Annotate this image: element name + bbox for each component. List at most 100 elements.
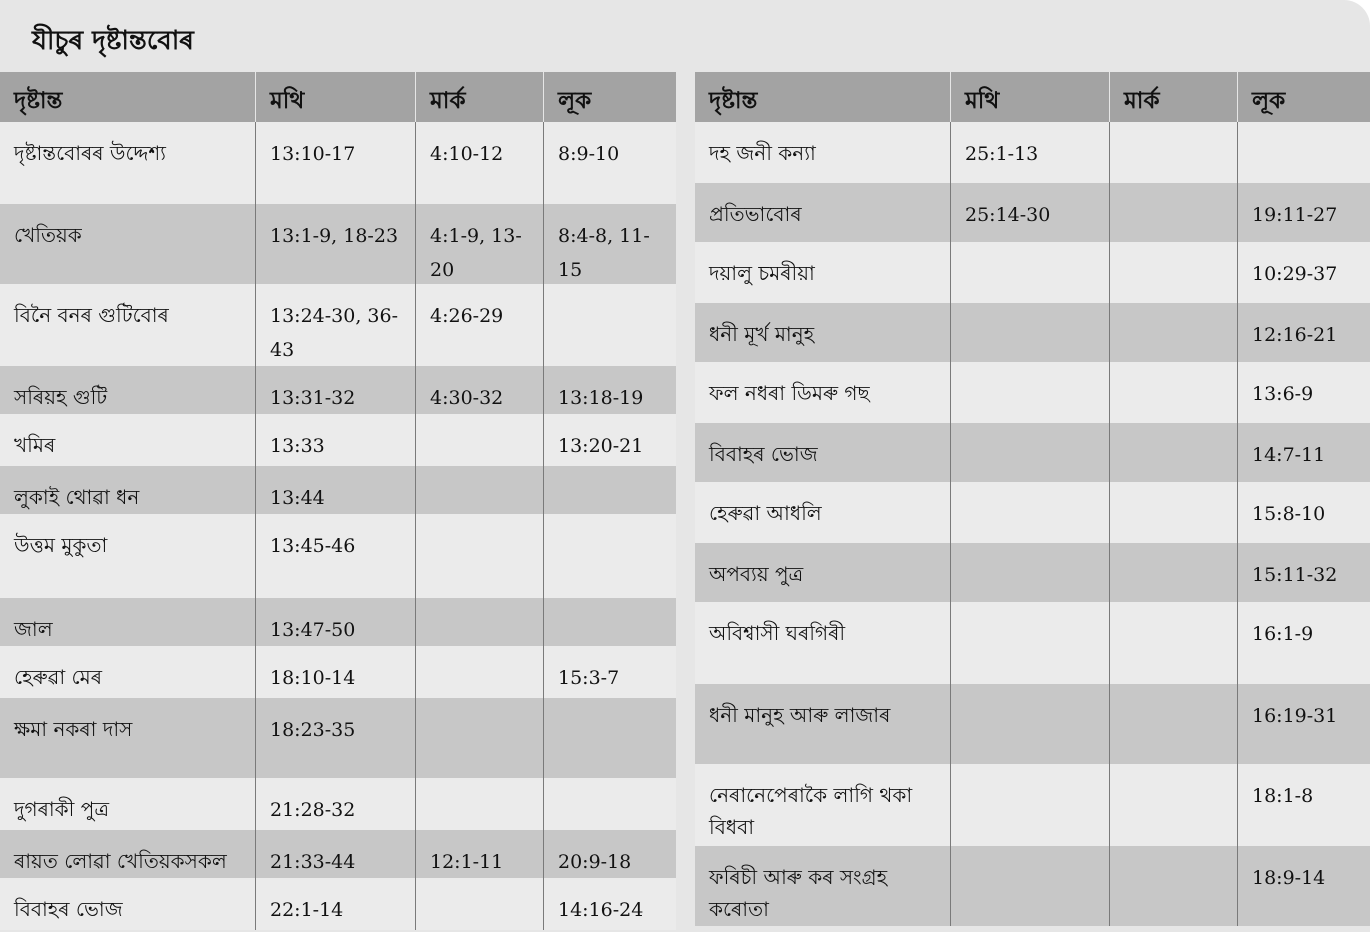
luke-cell	[544, 598, 676, 646]
luke-cell: 13:6-9	[1238, 362, 1370, 423]
parable-cell: উত্তম মুকুতা	[0, 514, 256, 598]
luke-cell: 15:11-32	[1238, 543, 1370, 602]
page-title: যীচুৰ দৃষ্টান্তবোৰ	[32, 26, 194, 56]
header-matthew: মথি	[951, 72, 1110, 122]
matthew-cell: 13:24-30, 36-43	[256, 284, 416, 366]
header-parable: দৃষ্টান্ত	[695, 72, 951, 122]
header-luke: লূক	[1238, 72, 1370, 122]
parable-cell: জাল	[0, 598, 256, 646]
mark-cell	[1110, 242, 1238, 303]
mark-cell: 4:1-9, 13-20	[416, 204, 544, 284]
matthew-cell: 13:44	[256, 466, 416, 514]
luke-cell: 18:9-14	[1238, 846, 1370, 926]
header-matthew: মথি	[256, 72, 416, 122]
mark-cell	[1110, 482, 1238, 543]
matthew-cell	[951, 684, 1110, 764]
luke-cell	[544, 466, 676, 514]
luke-cell: 13:20-21	[544, 414, 676, 466]
matthew-cell	[951, 846, 1110, 926]
parable-cell: প্ৰতিভাবোৰ	[695, 183, 951, 242]
luke-cell: 13:18-19	[544, 366, 676, 414]
mark-cell	[1110, 122, 1238, 183]
matthew-cell: 21:33-44	[256, 830, 416, 878]
mark-cell	[416, 778, 544, 830]
matthew-cell: 21:28-32	[256, 778, 416, 830]
parable-cell: লুকাই থোৱা ধন	[0, 466, 256, 514]
matthew-cell: 13:10-17	[256, 122, 416, 204]
matthew-cell: 25:1-13	[951, 122, 1110, 183]
parable-cell: হেৰুৱা মেৰ	[0, 646, 256, 698]
mark-cell	[416, 514, 544, 598]
matthew-cell: 13:45-46	[256, 514, 416, 598]
parable-cell: নেৰানেপেৰাকৈ লাগি থকা বিধবা	[695, 764, 951, 846]
luke-cell	[544, 284, 676, 366]
luke-cell: 16:19-31	[1238, 684, 1370, 764]
parable-cell: ধনী মানুহ আৰু লাজাৰ	[695, 684, 951, 764]
luke-cell: 15:3-7	[544, 646, 676, 698]
parable-cell: দয়ালু চমৰীয়া	[695, 242, 951, 303]
mark-cell: 4:10-12	[416, 122, 544, 204]
parable-cell: দৃষ্টান্তবোৰৰ উদ্দেশ্য	[0, 122, 256, 204]
matthew-cell	[951, 764, 1110, 846]
header-luke: লূক	[544, 72, 676, 122]
mark-cell	[416, 598, 544, 646]
parable-cell: ফৰিচী আৰু কৰ সংগ্ৰহ কৰোতা	[695, 846, 951, 926]
matthew-cell: 13:1-9, 18-23	[256, 204, 416, 284]
parable-cell: হেৰুৱা আধলি	[695, 482, 951, 543]
matthew-cell: 13:47-50	[256, 598, 416, 646]
parable-cell: সৰিয়হ গুটি	[0, 366, 256, 414]
matthew-cell	[951, 303, 1110, 362]
mark-cell	[1110, 846, 1238, 926]
mark-cell	[1110, 183, 1238, 242]
parables-table-left: দৃষ্টান্ত মথি মাৰ্ক লূক দৃষ্টান্তবোৰৰ উদ…	[0, 72, 676, 930]
matthew-cell	[951, 602, 1110, 684]
header-mark: মাৰ্ক	[416, 72, 544, 122]
mark-cell: 4:30-32	[416, 366, 544, 414]
mark-cell	[1110, 602, 1238, 684]
parable-cell: ফল নধৰা ডিমৰু গছ	[695, 362, 951, 423]
mark-cell	[1110, 423, 1238, 482]
mark-cell	[1110, 764, 1238, 846]
matthew-cell: 18:23-35	[256, 698, 416, 778]
matthew-cell: 18:10-14	[256, 646, 416, 698]
matthew-cell	[951, 482, 1110, 543]
luke-cell: 14:7-11	[1238, 423, 1370, 482]
parable-cell: দুগৰাকী পুত্ৰ	[0, 778, 256, 830]
matthew-cell: 25:14-30	[951, 183, 1110, 242]
luke-cell: 14:16-24	[544, 878, 676, 930]
mark-cell	[416, 466, 544, 514]
luke-cell: 19:11-27	[1238, 183, 1370, 242]
mark-cell: 12:1-11	[416, 830, 544, 878]
mark-cell	[416, 646, 544, 698]
parable-cell: ৰায়ত লোৱা খেতিয়কসকল	[0, 830, 256, 878]
matthew-cell: 13:31-32	[256, 366, 416, 414]
header-parable: দৃষ্টান্ত	[0, 72, 256, 122]
mark-cell	[416, 698, 544, 778]
luke-cell: 8:4-8, 11-15	[544, 204, 676, 284]
mark-cell	[1110, 303, 1238, 362]
header-mark: মাৰ্ক	[1110, 72, 1238, 122]
luke-cell: 15:8-10	[1238, 482, 1370, 543]
luke-cell: 18:1-8	[1238, 764, 1370, 846]
parable-cell: দহ জনী কন্যা	[695, 122, 951, 183]
parable-cell: বিবাহৰ ভোজ	[0, 878, 256, 930]
parable-cell: ধনী মূৰ্খ মানুহ	[695, 303, 951, 362]
mark-cell	[416, 414, 544, 466]
matthew-cell: 22:1-14	[256, 878, 416, 930]
parable-cell: ক্ষমা নকৰা দাস	[0, 698, 256, 778]
mark-cell	[1110, 684, 1238, 764]
mark-cell: 4:26-29	[416, 284, 544, 366]
luke-cell: 20:9-18	[544, 830, 676, 878]
parables-table-right: দৃষ্টান্ত মথি মাৰ্ক লূক দহ জনী কন্যা 25:1…	[695, 72, 1370, 926]
luke-cell	[544, 698, 676, 778]
parable-cell: বিবাহৰ ভোজ	[695, 423, 951, 482]
luke-cell: 16:1-9	[1238, 602, 1370, 684]
mark-cell	[1110, 543, 1238, 602]
luke-cell	[544, 514, 676, 598]
parable-cell: অপব্যয় পুত্ৰ	[695, 543, 951, 602]
mark-cell	[416, 878, 544, 930]
matthew-cell	[951, 362, 1110, 423]
luke-cell: 12:16-21	[1238, 303, 1370, 362]
luke-cell: 10:29-37	[1238, 242, 1370, 303]
